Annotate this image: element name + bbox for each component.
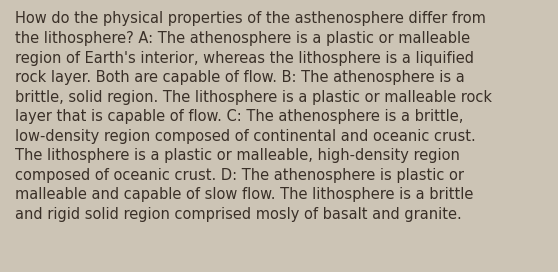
Text: How do the physical properties of the asthenosphere differ from
the lithosphere?: How do the physical properties of the as…: [15, 11, 492, 222]
